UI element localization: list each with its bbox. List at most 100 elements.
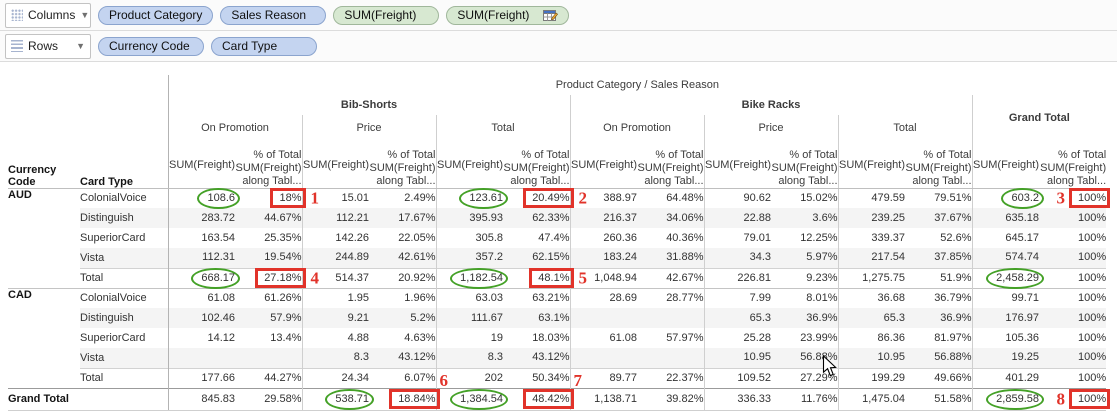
chevron-down-icon[interactable]: ▼ (76, 41, 85, 51)
data-cell[interactable]: 42.61% (369, 248, 436, 268)
columns-shelf-label-box[interactable]: Columns ▼ (5, 2, 91, 28)
grand-total-label[interactable]: Grand Total (8, 387, 168, 411)
column-group-header[interactable]: Bike Racks (569, 95, 972, 115)
data-cell[interactable]: 3.6% (771, 208, 838, 228)
data-cell[interactable]: 2,458.29 (971, 267, 1044, 289)
data-cell[interactable]: 62.33% (503, 208, 570, 228)
data-cell[interactable]: 86.36 (837, 328, 905, 348)
data-cell[interactable]: 100% (1039, 328, 1106, 348)
data-cell[interactable]: 9.21 (301, 308, 369, 328)
pct-of-total-header[interactable]: % of Total SUM(Freight) along Tabl... (1039, 140, 1107, 189)
data-cell[interactable]: 11.76% (771, 387, 838, 411)
pill-sum-freight-1[interactable]: SUM(Freight) (333, 5, 440, 25)
data-cell[interactable]: 111.67 (435, 308, 503, 328)
card-type-cell[interactable]: Vista (80, 248, 168, 268)
subgroup-header[interactable]: Total (435, 115, 570, 140)
data-cell[interactable]: 27.29% (771, 367, 838, 388)
data-cell[interactable]: 12.25% (771, 228, 838, 248)
rows-shelf-label-box[interactable]: Rows ▼ (5, 33, 91, 59)
data-cell[interactable] (569, 348, 637, 368)
data-cell[interactable]: 28.69 (569, 287, 637, 308)
data-cell[interactable]: 89.77 (569, 367, 637, 388)
card-type-cell[interactable]: Vista (80, 348, 168, 368)
sum-freight-header[interactable]: SUM(Freight) (435, 140, 503, 189)
data-cell[interactable] (637, 308, 704, 328)
data-cell[interactable]: 8.3 (301, 348, 369, 368)
data-cell[interactable]: 176.97 (971, 308, 1039, 328)
data-cell[interactable]: 100% (1039, 248, 1107, 268)
data-cell[interactable]: 845.83 (167, 387, 235, 411)
data-cell[interactable]: 5.2% (369, 308, 436, 328)
data-cell[interactable]: 100% (1039, 267, 1107, 288)
data-cell[interactable]: 43.12% (503, 348, 570, 368)
pct-of-total-header[interactable]: % of Total SUM(Freight) along Tabl... (235, 140, 302, 189)
card-type-cell[interactable]: SuperiorCard (80, 332, 146, 344)
data-cell[interactable]: 24.34 (301, 367, 369, 388)
data-cell[interactable] (167, 348, 235, 368)
data-cell[interactable]: 39.82% (637, 387, 704, 411)
data-cell[interactable]: 4.63% (369, 328, 436, 348)
data-cell[interactable]: 48.42% 7 (503, 372, 582, 411)
data-cell[interactable]: 100% (1039, 287, 1107, 308)
data-cell[interactable]: 283.72 (167, 208, 235, 228)
data-cell[interactable]: 217.54 (837, 248, 905, 268)
data-cell[interactable]: 42.67% (637, 267, 704, 288)
data-cell[interactable]: 20.49% 2 (503, 188, 587, 209)
subgroup-header[interactable]: Total (837, 115, 972, 140)
data-cell[interactable]: 10.95 (703, 348, 771, 368)
data-cell[interactable]: 48.1% 5 (503, 267, 587, 288)
data-cell[interactable]: 163.54 (167, 228, 235, 248)
data-cell[interactable]: 15.02% (771, 188, 838, 208)
data-cell[interactable]: 40.36% (637, 228, 704, 248)
data-cell[interactable]: 100% (1039, 308, 1107, 328)
data-cell[interactable]: 7.99 (703, 287, 771, 308)
data-cell[interactable]: 25.35% (235, 228, 302, 248)
data-cell[interactable]: 49.66% (905, 367, 972, 388)
data-cell[interactable]: 102.46 (167, 308, 235, 328)
data-cell[interactable]: 1.95 (301, 287, 369, 308)
data-cell[interactable]: 8.3 (435, 348, 503, 368)
data-cell[interactable]: 99.71 (971, 287, 1039, 308)
data-cell[interactable]: 51.58% (905, 387, 972, 411)
data-cell[interactable]: 65.3 (703, 308, 771, 328)
data-cell[interactable]: 388.97 (569, 188, 637, 208)
subgroup-header[interactable]: On Promotion (569, 115, 704, 140)
data-cell[interactable]: 603.2 (971, 187, 1044, 209)
card-type-cell[interactable]: SuperiorCard (80, 232, 146, 244)
data-cell[interactable]: 142.26 (301, 228, 369, 248)
data-cell[interactable]: 105.36 (971, 328, 1039, 348)
data-cell[interactable]: 395.93 (435, 208, 503, 228)
data-cell[interactable]: 668.17 (167, 267, 240, 289)
data-cell[interactable]: 183.24 (569, 248, 637, 268)
data-cell[interactable]: 22.05% (369, 228, 436, 248)
data-cell[interactable]: 100% (1039, 367, 1107, 388)
data-cell[interactable]: 62.15% (503, 248, 570, 268)
data-cell[interactable]: 479.59 (837, 188, 905, 208)
data-cell[interactable]: 100% 8 (1039, 387, 1111, 411)
sum-freight-header[interactable]: SUM(Freight) (703, 140, 771, 189)
data-cell[interactable]: 61.26% (235, 287, 302, 308)
column-group-header[interactable]: Bib-Shorts (167, 95, 570, 115)
data-cell[interactable]: 1,048.94 (569, 267, 637, 288)
data-cell[interactable]: 1.96% (369, 287, 436, 308)
data-cell[interactable]: 47.4% (503, 228, 570, 248)
chevron-down-icon[interactable]: ▼ (80, 10, 90, 20)
data-cell[interactable]: 79.51% (905, 188, 972, 208)
card-type-cell[interactable]: Distinguish (80, 208, 168, 228)
data-cell[interactable]: 63.03 (435, 287, 503, 308)
currency-code-cell[interactable]: AUD (8, 188, 32, 201)
data-cell[interactable]: 29.58% (235, 387, 302, 411)
data-cell[interactable]: 36.9% (905, 308, 972, 328)
data-cell[interactable]: 25.28 (703, 328, 771, 348)
pill-card-type[interactable]: Card Type (211, 36, 317, 56)
grand-total-column-header[interactable]: Grand Total (971, 95, 1107, 140)
data-cell[interactable]: 63.21% (503, 287, 570, 308)
data-cell[interactable]: 1,182.54 (435, 267, 508, 289)
data-cell[interactable]: 100% (1039, 348, 1107, 368)
data-cell[interactable]: 17.67% (369, 208, 436, 228)
data-cell[interactable]: 28.77% (637, 287, 704, 308)
card-type-header[interactable]: Card Type (80, 140, 168, 189)
data-cell[interactable]: 226.81 (703, 267, 771, 288)
data-cell[interactable]: 34.06% (637, 208, 704, 228)
currency-code-header[interactable]: Currency Code (8, 140, 80, 189)
